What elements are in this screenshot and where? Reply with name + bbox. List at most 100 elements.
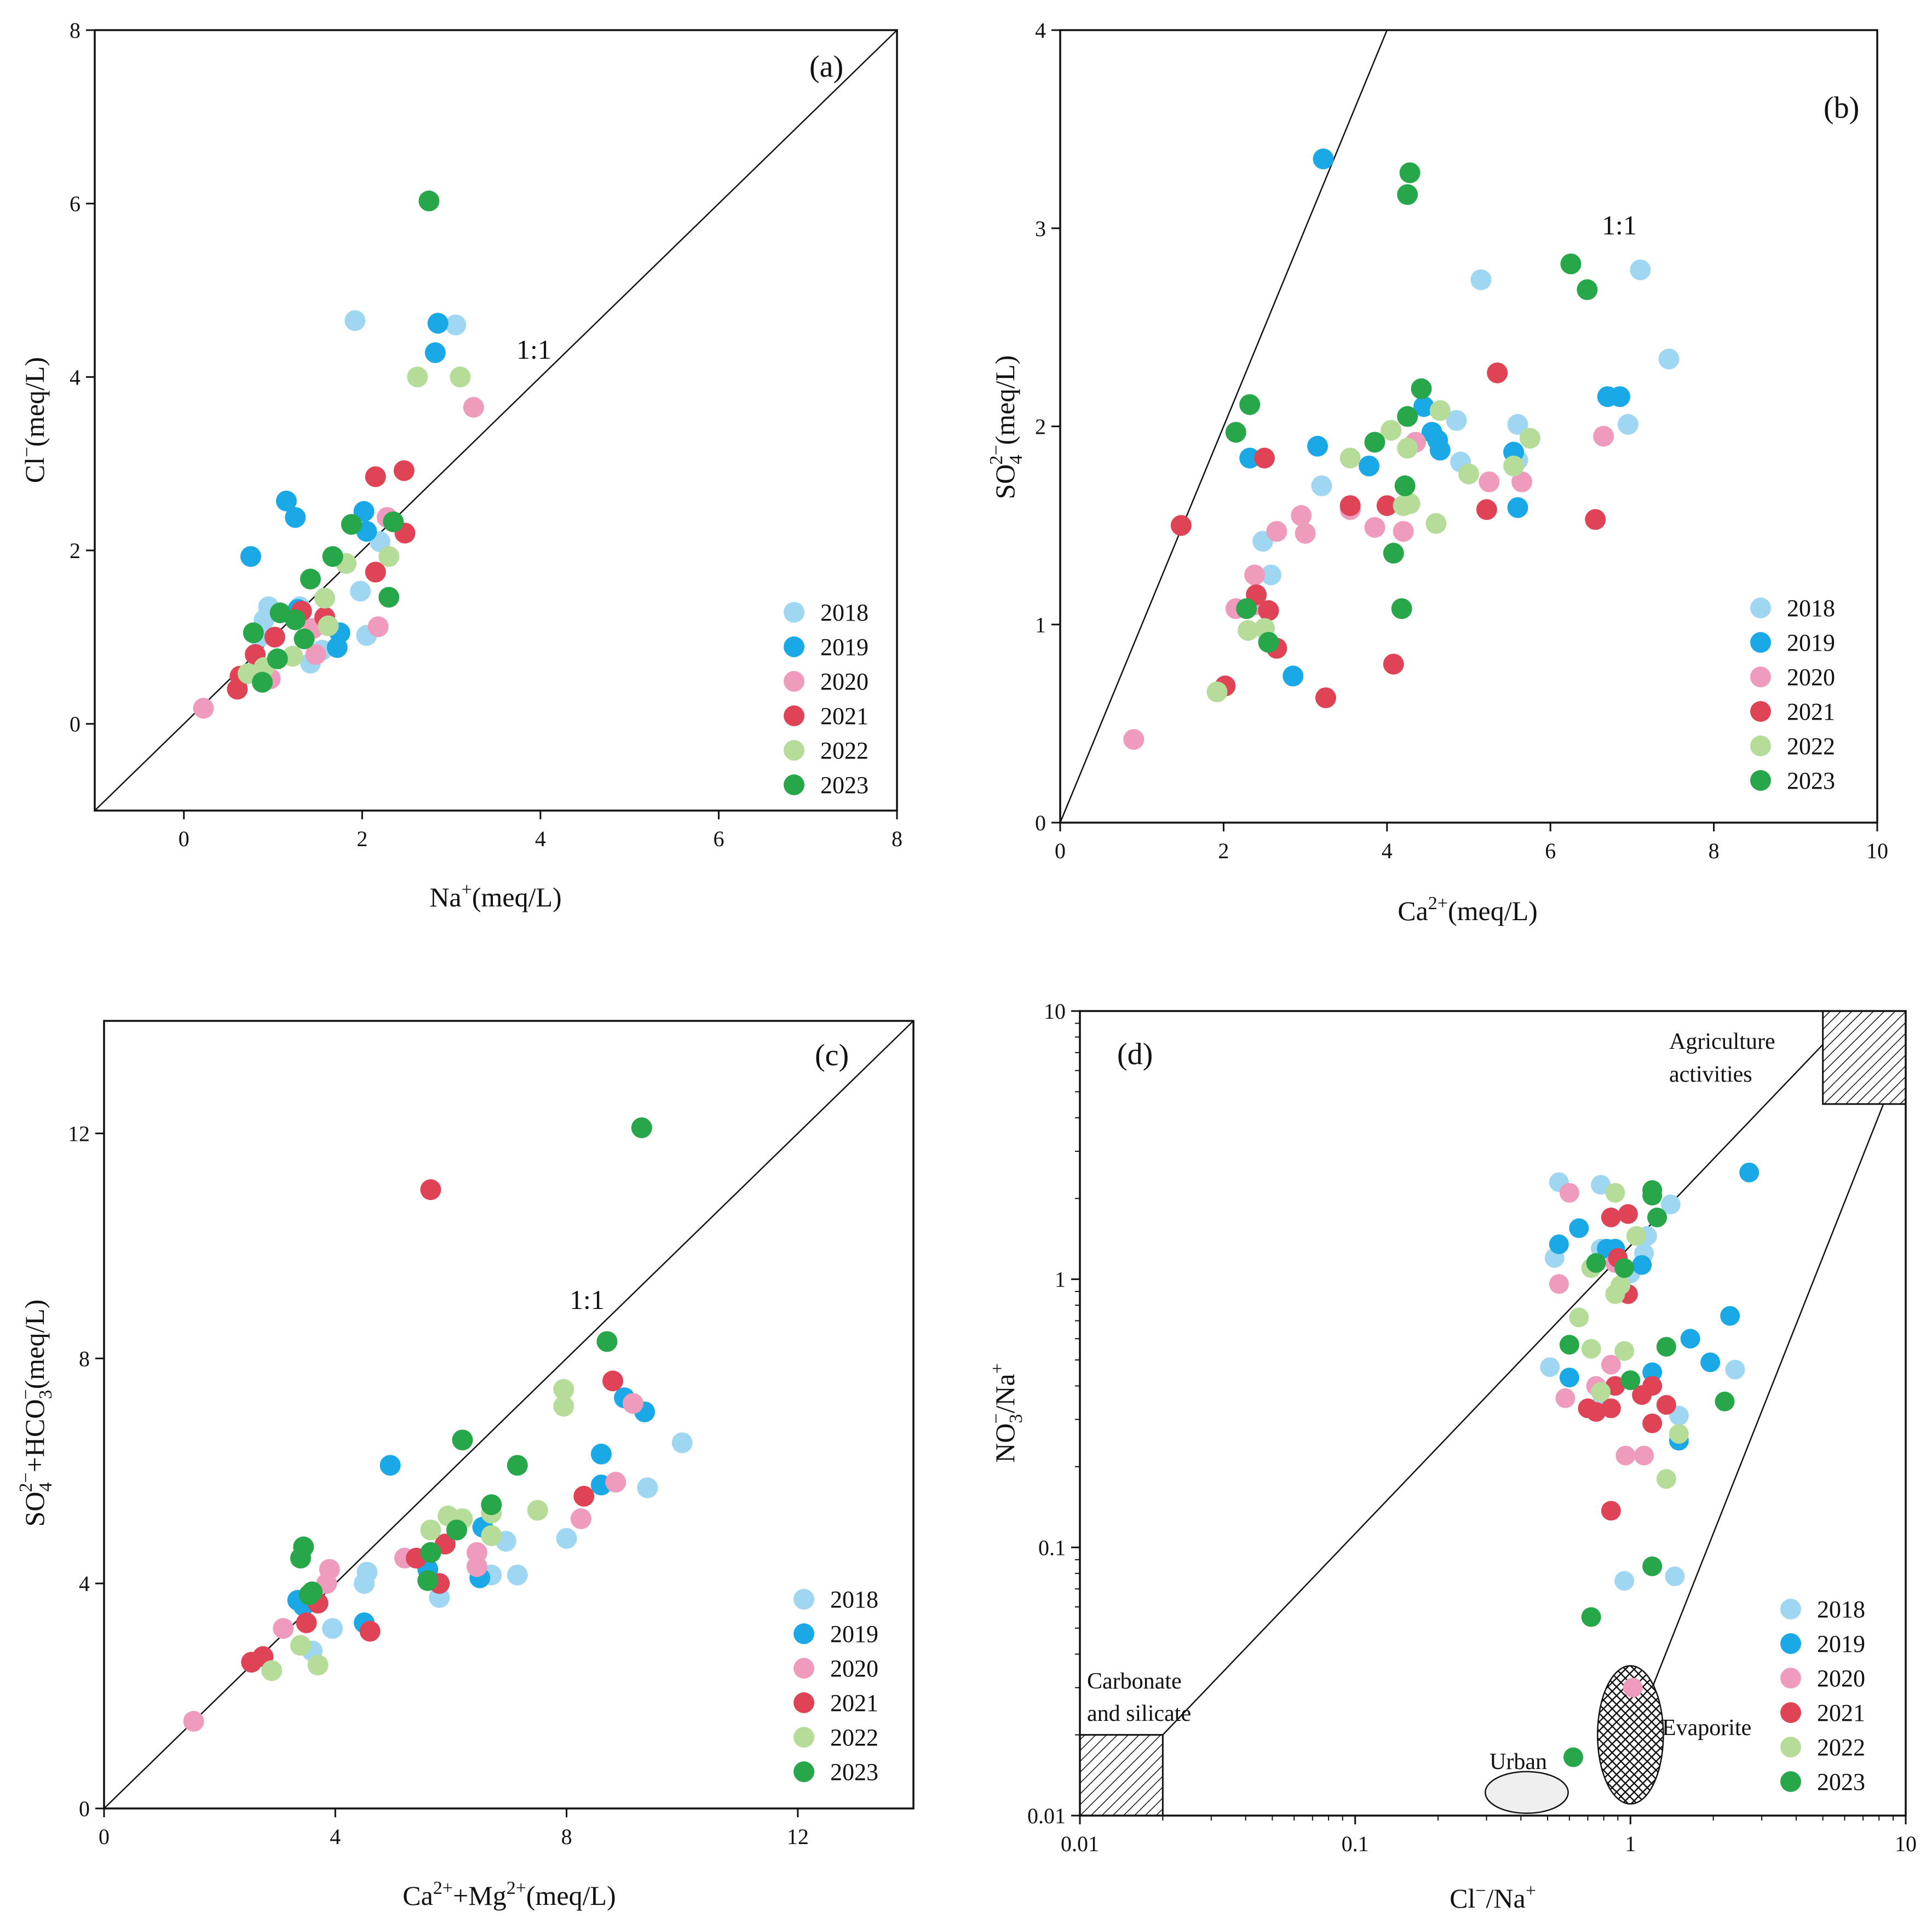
point-2023 <box>1581 1607 1601 1627</box>
legend-label-2018: 2018 <box>830 1586 878 1613</box>
point-2019 <box>1642 1362 1663 1382</box>
legend-marker-2021 <box>794 1692 814 1713</box>
data-points <box>1059 30 1680 823</box>
point-2022 <box>1429 400 1451 421</box>
legend-marker-2021 <box>784 705 804 726</box>
point-2020 <box>1291 505 1312 526</box>
point-2023 <box>243 622 264 644</box>
agriculture-region <box>1822 1010 1907 1105</box>
point-2023 <box>596 1331 618 1352</box>
evaporite-region <box>1597 1665 1664 1805</box>
point-2019 <box>1307 435 1328 457</box>
legend-marker-2018 <box>1780 1599 1801 1620</box>
legend-marker-2022 <box>794 1727 814 1748</box>
point-2019 <box>590 1443 612 1465</box>
point-2018 <box>1470 269 1492 290</box>
legend-label-2022: 2022 <box>1787 733 1835 760</box>
legend-marker-2020 <box>1750 667 1771 687</box>
y-tick-label: 4 <box>79 1571 90 1596</box>
plot-frame <box>1079 1010 1907 1817</box>
y-tick-label: 2 <box>1035 415 1046 439</box>
x-tick-label: 1 <box>1625 1831 1636 1856</box>
y-tick-label: 0 <box>1035 811 1046 835</box>
point-2023 <box>1383 543 1404 564</box>
annotation-agriculture: Agriculture <box>1669 1029 1775 1054</box>
point-2022 <box>527 1500 548 1521</box>
point-2018 <box>1617 414 1638 435</box>
point-2019 <box>240 546 261 567</box>
point-2019 <box>380 1455 401 1476</box>
point-2023 <box>322 546 343 567</box>
legend-label-2022: 2022 <box>1817 1734 1865 1761</box>
point-2023 <box>1394 475 1416 497</box>
point-2018 <box>1591 1175 1611 1195</box>
point-2019 <box>424 342 446 363</box>
point-2021 <box>1258 600 1279 621</box>
point-2022 <box>407 366 428 388</box>
mixing-line-upper <box>1162 1044 1824 1736</box>
plot-frame <box>94 29 898 812</box>
one-to-one-line <box>1059 30 1388 823</box>
point-2021 <box>1601 1398 1621 1419</box>
legend-label-2019: 2019 <box>830 1621 878 1647</box>
point-2023 <box>1563 1747 1583 1767</box>
point-2022 <box>1611 1275 1631 1295</box>
point-2022 <box>1519 428 1540 449</box>
point-2022 <box>307 1655 329 1676</box>
point-2020 <box>570 1508 591 1530</box>
point-2018 <box>1507 414 1528 435</box>
point-2019 <box>1559 1368 1579 1388</box>
point-2022 <box>378 546 400 567</box>
point-2021 <box>1601 1501 1621 1521</box>
mixing-line-lower <box>1651 1104 1884 1688</box>
legend-label-2021: 2021 <box>830 1690 878 1716</box>
y-axis-label: SO42−+HCO3−(meq/L) <box>16 1300 56 1527</box>
point-2018 <box>445 314 467 336</box>
point-2023 <box>293 1536 314 1558</box>
point-2023 <box>1364 432 1385 453</box>
point-2018 <box>1665 1566 1685 1587</box>
legend-marker-2023 <box>1780 1771 1801 1792</box>
point-2021 <box>602 1370 624 1392</box>
y-tick-label: 12 <box>68 1121 90 1146</box>
point-2023 <box>1399 162 1421 183</box>
point-2021 <box>1618 1204 1638 1224</box>
point-2023 <box>631 1117 652 1139</box>
point-2019 <box>1609 386 1631 407</box>
point-2023 <box>1586 1253 1606 1273</box>
y-tick-label: 0 <box>70 712 81 737</box>
point-2021 <box>1315 687 1336 709</box>
point-2020 <box>1615 1445 1636 1466</box>
point-2019 <box>285 507 306 528</box>
point-2022 <box>553 1379 574 1400</box>
point-2023 <box>1642 1556 1663 1576</box>
point-2022 <box>1503 455 1525 476</box>
point-2023 <box>378 587 400 608</box>
point-2020 <box>1549 1274 1569 1294</box>
point-2022 <box>450 366 471 388</box>
legend-label-2023: 2023 <box>820 772 869 799</box>
legend-marker-2018 <box>1750 598 1771 618</box>
point-2020 <box>1393 521 1414 542</box>
legend-label-2018: 2018 <box>1817 1596 1865 1623</box>
point-2022 <box>1397 438 1418 459</box>
panel-label: (b) <box>1824 91 1859 125</box>
point-2023 <box>420 1542 441 1563</box>
one-to-one-line <box>94 30 898 811</box>
point-2023 <box>1715 1391 1735 1411</box>
point-2021 <box>365 466 386 487</box>
legend-marker-2019 <box>1780 1633 1801 1654</box>
point-2018 <box>1446 410 1467 431</box>
x-tick-label: 2 <box>357 826 367 851</box>
axis-ticks: 0 2 4 6 8 10 0 1 2 3 4 <box>1035 18 1888 863</box>
point-2018 <box>322 1618 343 1639</box>
point-2023 <box>1391 598 1412 619</box>
legend-marker-2023 <box>784 774 804 795</box>
y-tick-label: 10 <box>1044 999 1066 1024</box>
legend-marker-2020 <box>1780 1668 1801 1689</box>
y-axis-label: Cl−(meq/L) <box>17 357 50 483</box>
point-2022 <box>1339 447 1361 469</box>
point-2018 <box>1725 1359 1745 1380</box>
legend-marker-2022 <box>784 740 804 761</box>
point-2021 <box>1585 509 1606 530</box>
